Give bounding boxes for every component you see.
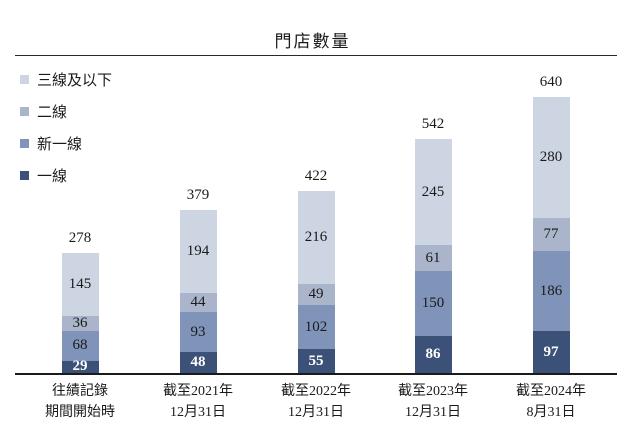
stacked-bar: 29 68 36 145 xyxy=(61,253,99,374)
legend: 三線及以下二線新一線一線 xyxy=(20,70,112,198)
bar-segment-三線及以下: 216 xyxy=(297,191,335,285)
bar-segment-新一線: 68 xyxy=(61,331,99,361)
x-axis-label: 截至2021年 12月31日 xyxy=(163,384,233,420)
bar-segment-新一線: 102 xyxy=(297,305,335,350)
bar-segment-三線及以下: 194 xyxy=(179,209,217,294)
legend-swatch-icon xyxy=(20,106,29,116)
stacked-bar: 86 150 61 245 xyxy=(414,139,452,373)
bar-segment-一線: 29 xyxy=(61,358,99,374)
bar-segment-新一線: 186 xyxy=(532,251,570,332)
legend-swatch-icon xyxy=(20,74,29,84)
bar-segment-二線: 77 xyxy=(532,217,570,252)
bar-segment-二線: 36 xyxy=(61,316,99,332)
x-axis-label: 截至2022年 12月31日 xyxy=(281,384,351,420)
x-axis-label: 截至2024年 8月31日 xyxy=(516,384,586,420)
stacked-bar: 97 186 77 280 xyxy=(532,97,570,373)
bar-segment-一線: 86 xyxy=(414,335,452,373)
legend-swatch-icon xyxy=(20,170,29,180)
legend-swatch-icon xyxy=(20,138,29,148)
legend-item-新一線: 新一線 xyxy=(20,134,112,153)
legend-label: 三線及以下 xyxy=(37,72,113,89)
bar-total-label: 640 xyxy=(539,74,563,91)
bar-segment-新一線: 150 xyxy=(414,271,452,336)
x-axis-line xyxy=(15,373,617,375)
legend-label: 新一線 xyxy=(37,136,83,153)
x-axis-label: 截至2023年 12月31日 xyxy=(398,384,468,420)
bar-total-label: 542 xyxy=(421,116,445,133)
bar-segment-新一線: 93 xyxy=(179,312,217,353)
x-axis-label: 往績記錄 期間開始時 xyxy=(45,384,115,420)
bar-total-label: 278 xyxy=(68,230,92,247)
legend-label: 一線 xyxy=(37,168,68,185)
bar-segment-一線: 55 xyxy=(297,349,335,373)
bar-segment-二線: 49 xyxy=(297,284,335,306)
bar-total-label: 422 xyxy=(304,168,328,185)
bar-segment-二線: 61 xyxy=(414,245,452,272)
bar-segment-三線及以下: 145 xyxy=(61,253,99,316)
bar-segment-三線及以下: 280 xyxy=(532,97,570,218)
bar-segment-二線: 44 xyxy=(179,293,217,313)
bar-segment-一線: 48 xyxy=(179,352,217,373)
stacked-bar: 48 93 44 194 xyxy=(179,209,217,373)
legend-item-三線及以下: 三線及以下 xyxy=(20,70,113,89)
title-divider-line xyxy=(15,55,617,56)
bar-total-label: 379 xyxy=(186,186,210,203)
legend-label: 二線 xyxy=(37,104,68,121)
legend-item-一線: 一線 xyxy=(20,166,112,185)
chart-title: 門店數量 xyxy=(274,32,351,51)
legend-item-二線: 二線 xyxy=(20,102,112,121)
stacked-bar: 55 102 49 216 xyxy=(297,191,335,373)
bar-segment-三線及以下: 245 xyxy=(414,139,452,245)
bar-segment-一線: 97 xyxy=(532,331,570,373)
